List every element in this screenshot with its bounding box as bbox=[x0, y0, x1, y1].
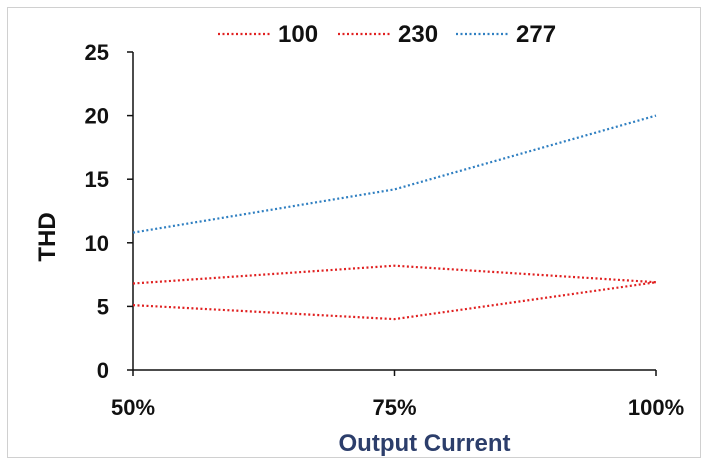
series-line-277 bbox=[132, 114, 657, 234]
legend-label-100: 100 bbox=[278, 21, 318, 48]
y-axis-title: THD bbox=[34, 212, 61, 261]
y-tick-label: 0 bbox=[97, 358, 109, 383]
y-tick-label: 25 bbox=[85, 40, 109, 65]
chart-frame bbox=[7, 7, 701, 458]
series-layer bbox=[132, 114, 657, 321]
series-line-100 bbox=[132, 281, 657, 321]
legend-label-277: 277 bbox=[516, 21, 556, 48]
x-tick-label: 50% bbox=[111, 395, 155, 420]
y-tick-label: 15 bbox=[85, 167, 109, 192]
series-line-230 bbox=[132, 264, 657, 285]
y-tick-label: 20 bbox=[85, 104, 109, 129]
y-tick-label: 5 bbox=[97, 294, 109, 319]
y-tick-label: 10 bbox=[85, 231, 109, 256]
x-tick-label: 100% bbox=[628, 395, 684, 420]
x-axis-title: Output Current bbox=[339, 430, 511, 457]
axes: 0 5 10 15 20 25 50% 75% 100% bbox=[85, 40, 685, 420]
legend-label-230: 230 bbox=[398, 21, 438, 48]
legend: 100 230 277 bbox=[218, 21, 556, 48]
x-tick-label: 75% bbox=[372, 395, 416, 420]
